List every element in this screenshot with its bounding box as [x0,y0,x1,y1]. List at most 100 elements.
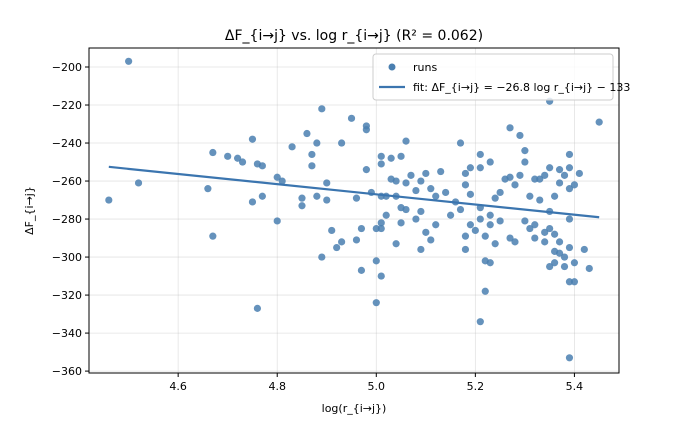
data-point [258,162,266,170]
chart-title: ΔF_{i→j} vs. log r_{i→j} (R² = 0.062) [225,28,483,44]
data-point [402,137,410,145]
data-point [209,148,217,157]
data-point [461,232,470,240]
data-point [105,196,113,204]
x-tick-label: 5.4 [566,380,584,393]
data-point [224,152,232,160]
data-point [486,211,494,219]
fit-line [108,165,600,219]
data-point [417,177,425,185]
data-point [392,240,400,248]
data-point [412,186,420,195]
data-point [397,219,405,227]
data-point [476,215,484,223]
data-point [362,166,370,174]
data-point [516,171,524,179]
data-point [585,264,593,273]
y-tick-label: −340 [52,327,82,340]
data-point [546,262,554,271]
data-point [377,160,385,168]
data-point [536,175,544,183]
data-point [308,162,316,170]
data-point [427,185,435,193]
data-point [466,221,475,229]
data-point [338,238,346,246]
data-point [541,228,549,236]
legend-label-fit: fit: ΔF_{i→j} = −26.8 log r_{i→j} − 133 [413,81,630,94]
data-point [531,234,539,242]
x-ticks: 4.6 4.8 5.0 5.2 5.4 [169,373,583,393]
legend-box [372,53,614,101]
y-tick-label: −240 [52,137,82,150]
data-point [511,181,519,189]
data-point [432,192,440,200]
legend-marker-runs [388,63,396,71]
data-point [491,240,499,248]
data-point [412,215,420,223]
data-point [481,232,489,240]
data-point [541,238,549,246]
data-point [531,175,539,183]
data-point [377,272,385,280]
data-point [486,259,494,267]
x-axis-label: log(r_{i→j}) [322,402,387,415]
data-point [442,188,450,197]
legend: runs fit: ΔF_{i→j} = −26.8 log r_{i→j} −… [372,53,630,101]
data-point [258,192,266,200]
data-point [546,224,554,233]
data-point [417,207,425,216]
data-point [362,126,370,134]
data-point [273,173,281,181]
data-point [417,245,425,254]
data-point [526,224,534,233]
data-point [476,150,484,159]
data-point [318,105,326,113]
data-point [536,196,544,204]
data-point [397,152,405,160]
data-point [565,278,574,286]
y-axis-label: ΔF_{i→j} [23,186,36,235]
y-tick-label: −360 [52,365,82,378]
y-tick-label: −260 [52,175,82,188]
data-point [323,196,331,204]
data-point [288,143,296,151]
y-tick-label: −280 [52,213,82,226]
data-point [476,318,484,326]
data-point [248,135,257,143]
data-point [565,354,574,362]
data-point [580,245,588,254]
legend-label-runs: runs [413,61,437,74]
data-point [253,304,262,312]
data-point [422,169,430,178]
data-point [506,173,514,181]
data-point [372,257,380,265]
data-point [565,150,574,159]
data-point [377,224,385,233]
data-point [422,228,430,236]
data-point [125,57,133,65]
data-point [565,164,574,172]
data-point [570,259,579,267]
data-point [595,118,603,126]
x-tick-label: 4.8 [268,380,286,393]
data-point [402,205,410,214]
data-point [387,154,395,162]
data-point [352,194,361,202]
data-point [461,245,470,254]
data-point [521,217,529,225]
y-tick-label: −300 [52,251,82,264]
data-point [560,171,569,179]
data-point [392,177,400,185]
data-point [516,131,524,140]
data-point [338,139,346,147]
data-point [328,226,336,235]
data-point [471,226,479,235]
data-point [407,171,415,179]
data-point [357,266,366,274]
data-point [318,253,326,261]
data-point [347,114,356,122]
data-point [313,139,321,147]
data-point [372,299,380,307]
data-point [432,221,440,229]
